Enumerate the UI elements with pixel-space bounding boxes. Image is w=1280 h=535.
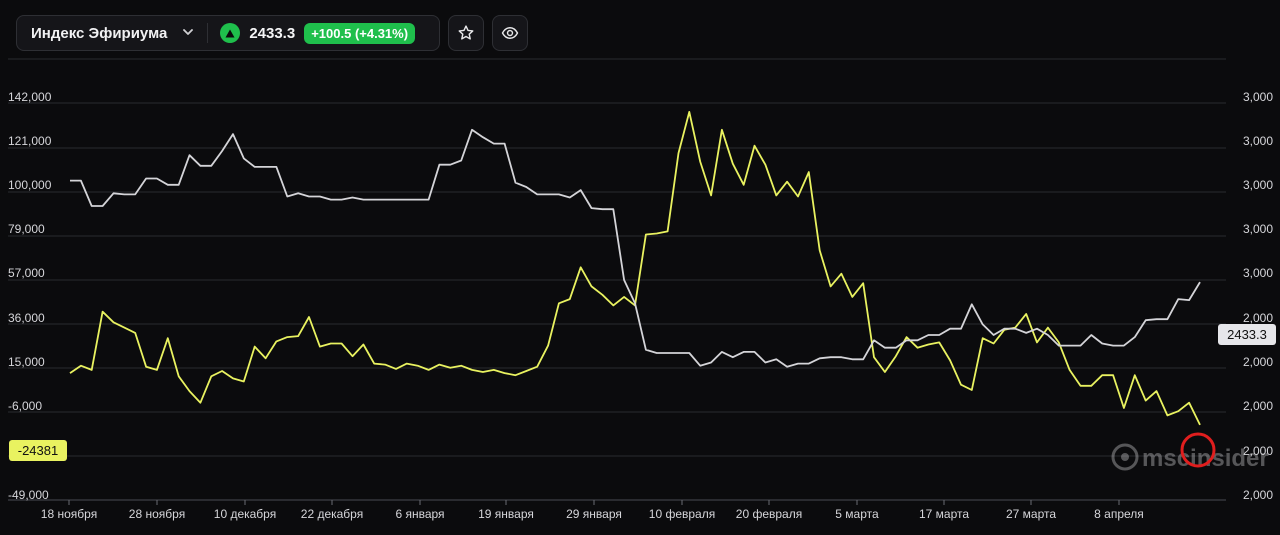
right-tick-label: 2,000 <box>1243 399 1273 413</box>
left-last-value-label: -24381 <box>18 443 58 458</box>
last-value-labels: -24381 2433.3 <box>9 324 1276 461</box>
logo-dot-icon <box>1121 453 1129 461</box>
x-tick-label: 17 марта <box>919 507 969 521</box>
right-tick-label: 3,000 <box>1243 134 1273 148</box>
right-tick-label: 2,000 <box>1243 311 1273 325</box>
right-tick-label: 3,000 <box>1243 222 1273 236</box>
x-tick-label: 20 февраля <box>736 507 802 521</box>
x-tick-label: 10 декабря <box>214 507 276 521</box>
left-tick-label: 142,000 <box>8 90 52 104</box>
watermark-logo: mscinsider <box>1111 432 1269 472</box>
right-tick-label: 3,000 <box>1243 90 1273 104</box>
left-tick-label: 79,000 <box>8 222 45 236</box>
x-tick-label: 18 ноября <box>41 507 97 521</box>
divider <box>207 23 209 43</box>
chevron-down-icon[interactable] <box>183 27 194 39</box>
right-tick-label: 2,000 <box>1243 355 1273 369</box>
series-line-2 <box>70 128 1201 368</box>
series-lines <box>69 111 1201 426</box>
favorite-button[interactable] <box>448 15 484 51</box>
triangle-up-icon <box>220 23 241 43</box>
left-tick-label: 100,000 <box>8 178 52 192</box>
left-last-value-badge <box>9 440 67 461</box>
left-tick-label: 121,000 <box>8 134 52 148</box>
index-name: Индекс Эфириума <box>31 24 168 42</box>
left-tick-label: -49,000 <box>8 488 49 502</box>
x-tick-label: 6 января <box>395 507 444 521</box>
left-tick-label: 57,000 <box>8 266 45 280</box>
right-tick-label: 3,000 <box>1243 266 1273 280</box>
index-selector[interactable]: Индекс Эфириума 2433.3 +100.5 (+4.31%) <box>16 15 440 51</box>
right-last-value-label: 2433.3 <box>1227 327 1267 342</box>
current-price: 2433.3 <box>249 24 296 42</box>
left-tick-label: -6,000 <box>8 399 42 413</box>
right-tick-label: 3,000 <box>1243 178 1273 192</box>
highlight-circle <box>1180 432 1216 468</box>
x-tick-label: 29 января <box>566 507 622 521</box>
left-tick-label: 36,000 <box>8 311 45 325</box>
chart-toolbar: Индекс Эфириума 2433.3 +100.5 (+4.31%) <box>16 14 528 52</box>
left-axis: 142,000 121,000 100,000 79,000 57,000 36,000 1… <box>8 90 52 502</box>
right-tick-label: 2,000 <box>1243 488 1273 502</box>
x-tick-label: 22 декабря <box>301 507 363 521</box>
x-axis: 18 ноября 28 ноября 10 декабря 22 декабря 6 … <box>41 500 1144 521</box>
price-change-badge: +100.5 (+4.31%) <box>304 22 416 44</box>
x-tick-label: 28 ноября <box>129 507 185 521</box>
x-tick-label: 27 марта <box>1006 507 1056 521</box>
right-last-value-badge <box>1218 324 1276 345</box>
right-tick-label: 2,000 <box>1243 444 1273 458</box>
x-tick-label: 19 января <box>478 507 534 521</box>
x-tick-label: 8 апреля <box>1094 507 1144 521</box>
visibility-button[interactable] <box>492 15 528 51</box>
x-tick-label: 5 марта <box>835 507 879 521</box>
series-line-1 <box>69 111 1201 426</box>
grid <box>8 58 1226 501</box>
left-tick-label: 15,000 <box>8 355 45 369</box>
watermark-text: mscinsider <box>1142 445 1269 472</box>
star-icon <box>458 25 474 40</box>
logo-icon <box>1111 443 1139 471</box>
x-tick-label: 10 февраля <box>649 507 715 521</box>
right-axis: 3,000 3,000 3,000 3,000 3,000 2,000 2,000 2,000… <box>1243 90 1273 502</box>
eye-icon <box>501 27 519 39</box>
